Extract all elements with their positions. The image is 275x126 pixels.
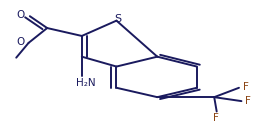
Text: O: O (17, 37, 25, 47)
Text: S: S (114, 14, 121, 24)
Text: H₂N: H₂N (76, 78, 95, 88)
Text: O: O (17, 10, 25, 20)
Text: F: F (243, 82, 249, 92)
Text: F: F (213, 113, 218, 123)
Text: F: F (245, 96, 251, 106)
